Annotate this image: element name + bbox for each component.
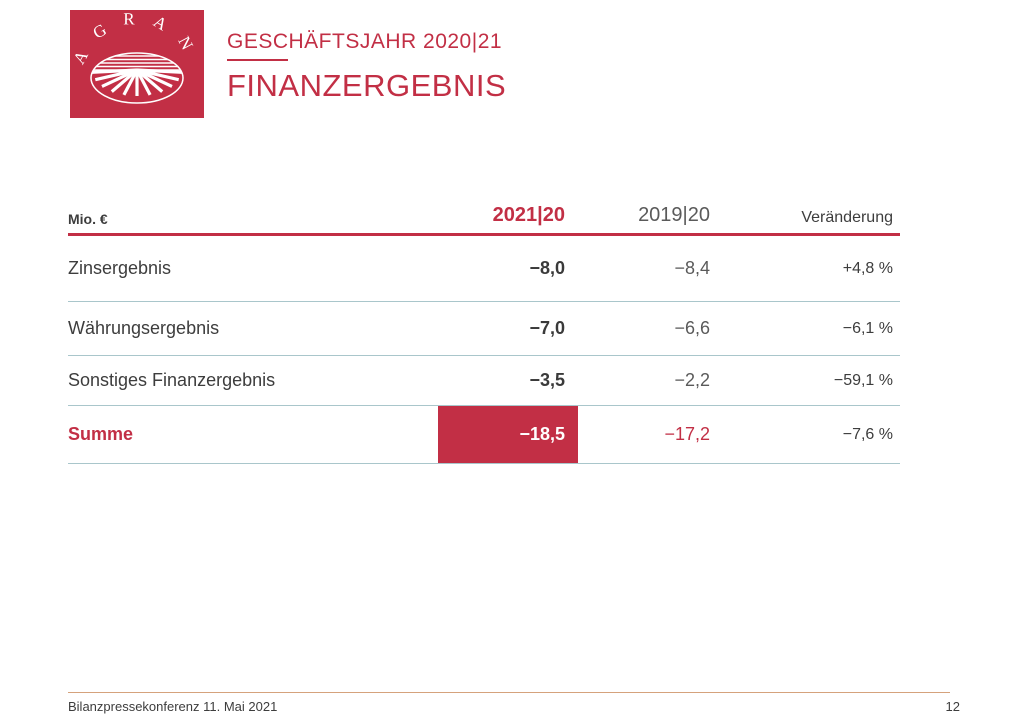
slide-subtitle: GESCHÄFTSJAHR 2020|21 xyxy=(227,30,503,53)
table-row: Zinsergebnis −8,0 −8,4 +4,8 % xyxy=(68,236,900,302)
unit-label: Mio. € xyxy=(68,211,108,227)
column-header-change: Veränderung xyxy=(801,209,893,226)
column-header-previous-year: 2019|20 xyxy=(638,204,710,226)
total-previous-value: −17,2 xyxy=(664,424,710,444)
agrana-logo: AGRANA xyxy=(70,10,204,118)
row-current-value: −8,0 xyxy=(529,258,565,278)
row-change-value: −59,1 % xyxy=(833,371,893,389)
row-previous-value: −8,4 xyxy=(674,258,710,278)
row-change-value: −6,1 % xyxy=(842,319,893,337)
row-previous-value: −2,2 xyxy=(674,370,710,390)
table-row: Währungsergebnis −7,0 −6,6 −6,1 % xyxy=(68,302,900,356)
financial-results-table: Mio. € 2021|20 2019|20 Veränderung Zinse… xyxy=(68,192,900,464)
subtitle-underline xyxy=(227,59,288,61)
page-number: 12 xyxy=(945,699,960,714)
table-row: Sonstiges Finanzergebnis −3,5 −2,2 −59,1… xyxy=(68,356,900,406)
total-change-value: −7,6 % xyxy=(842,425,893,443)
footer-event-label: Bilanzpressekonferenz 11. Mai 2021 xyxy=(68,699,278,714)
column-header-current-year: 2021|20 xyxy=(492,204,565,226)
total-current-value-highlight: −18,5 xyxy=(438,406,578,463)
row-label: Währungsergebnis xyxy=(68,318,220,338)
title-block: GESCHÄFTSJAHR 2020|21 FINANZERGEBNIS xyxy=(227,30,506,104)
row-label: Zinsergebnis xyxy=(68,258,172,278)
logo-background xyxy=(70,10,204,118)
row-current-value: −7,0 xyxy=(529,318,565,338)
row-change-value: +4,8 % xyxy=(842,259,893,277)
row-current-value: −3,5 xyxy=(529,370,565,390)
table-total-row: Summe −18,5 −17,2 −7,6 % xyxy=(68,406,900,464)
row-label: Sonstiges Finanzergebnis xyxy=(68,370,276,390)
slide-title: FINANZERGEBNIS xyxy=(227,68,507,103)
table-header-row: Mio. € 2021|20 2019|20 Veränderung xyxy=(68,192,900,236)
footer-rule xyxy=(68,692,950,693)
total-row-label: Summe xyxy=(68,424,134,444)
row-previous-value: −6,6 xyxy=(674,318,710,338)
